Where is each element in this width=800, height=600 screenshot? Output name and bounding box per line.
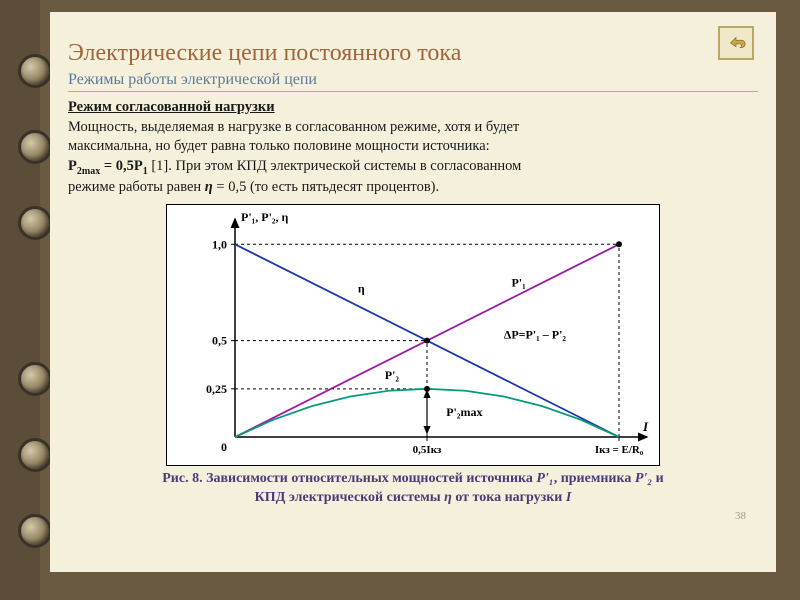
svg-text:η: η — [358, 281, 365, 295]
binder-ring — [18, 206, 52, 240]
slide-title: Электрические цепи постоянного тока — [68, 40, 758, 67]
svg-text:P'₂max: P'₂max — [446, 404, 482, 418]
figure-caption: Рис. 8. Зависимости относительных мощнос… — [68, 470, 758, 508]
back-button[interactable] — [718, 26, 754, 60]
binder-ring — [18, 54, 52, 88]
svg-text:P'₁, P'₂, η: P'₁, P'₂, η — [241, 210, 289, 224]
svg-text:0,5Iкз: 0,5Iкз — [413, 444, 442, 456]
chart-svg: 1,0 0,5 0,25 0,5Iкз Iкз = E/R₀ 0 P'₁, P'₂, η Iη… — [167, 205, 659, 465]
binder-ring — [18, 438, 52, 472]
svg-text:1,0: 1,0 — [212, 237, 227, 251]
body-paragraph: Режим согласованной нагрузки Мощность, в… — [68, 98, 758, 198]
svg-text:0: 0 — [221, 440, 227, 454]
binder-ring — [18, 514, 52, 548]
svg-text:0,25: 0,25 — [206, 381, 227, 395]
svg-text:P'₂: P'₂ — [385, 368, 400, 382]
svg-text:P'₁: P'₁ — [511, 275, 526, 289]
slide-number: 38 — [735, 510, 746, 522]
spiral-binding — [0, 0, 40, 600]
svg-text:I: I — [642, 419, 649, 434]
svg-text:ΔP=P'₁ – P'₂: ΔP=P'₁ – P'₂ — [504, 327, 567, 341]
power-efficiency-chart: 1,0 0,5 0,25 0,5Iкз Iкз = E/R₀ 0 P'₁, P'₂, η Iη… — [166, 204, 660, 466]
svg-text:Iкз = E/R₀: Iкз = E/R₀ — [595, 444, 644, 456]
binder-ring — [18, 362, 52, 396]
paragraph-heading: Режим согласованной нагрузки — [68, 99, 275, 115]
back-arrow-icon — [725, 33, 747, 53]
binder-ring — [18, 130, 52, 164]
svg-text:0,5: 0,5 — [212, 333, 227, 347]
slide-paper: Электрические цепи постоянного тока Режи… — [50, 12, 776, 572]
slide-subtitle: Режимы работы электрической цепи — [68, 71, 758, 92]
